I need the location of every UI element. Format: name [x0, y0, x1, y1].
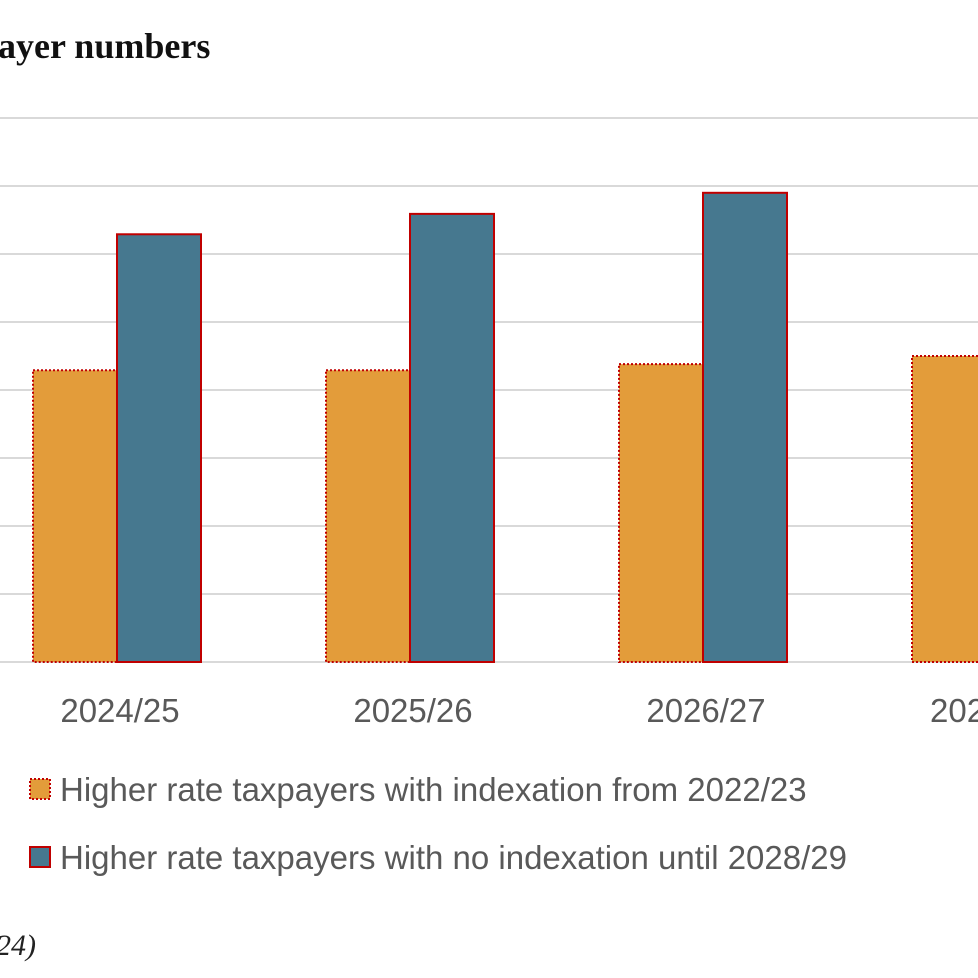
x-tick-label: 2025/26	[353, 692, 472, 729]
source-note: 24)	[0, 929, 36, 962]
legend-swatch	[29, 846, 51, 868]
legend-swatch	[29, 778, 51, 800]
bar	[116, 233, 202, 663]
bar	[325, 369, 411, 663]
bar	[911, 355, 978, 663]
legend-label: Higher rate taxpayers with indexation fr…	[60, 771, 807, 808]
bar	[409, 212, 495, 663]
legend-label: Higher rate taxpayers with no indexation…	[60, 839, 847, 876]
bar	[702, 191, 788, 664]
x-tick-label: 202	[930, 692, 978, 729]
chart-title: ayer numbers	[0, 26, 210, 66]
x-tick-label: 2026/27	[646, 692, 765, 729]
x-tick-label: 2024/25	[60, 692, 179, 729]
bar	[618, 363, 704, 663]
bar	[32, 369, 118, 663]
